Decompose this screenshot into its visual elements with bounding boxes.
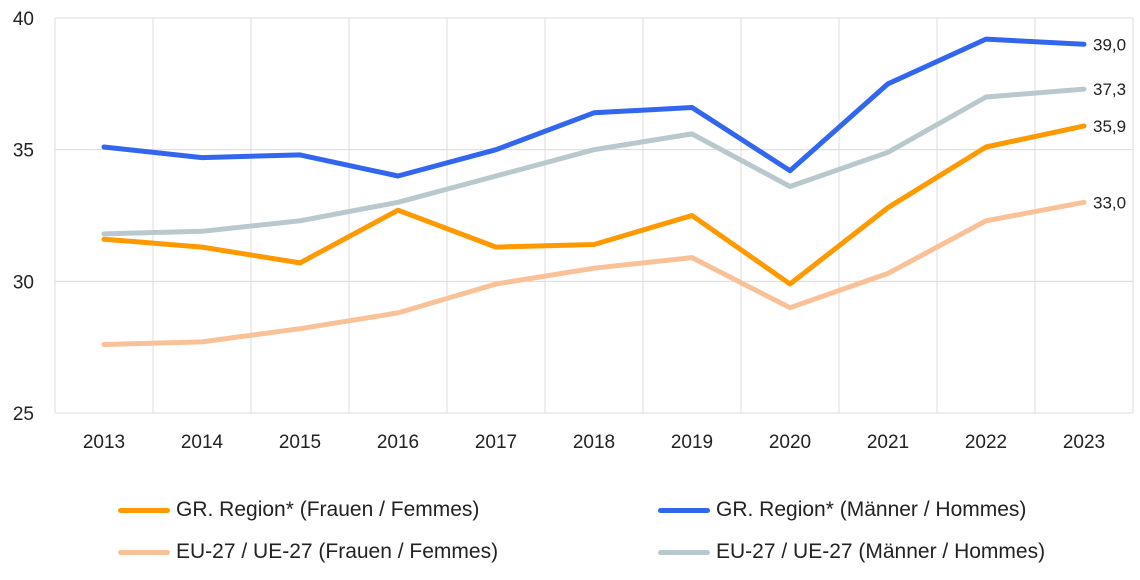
series-line-1 [101,36,1087,179]
y-axis-ticks: 25 30 35 40 [13,9,34,425]
x-tick-label: 2017 [475,432,517,453]
legend-swatch-eu-frauen [118,549,170,555]
x-tick-label: 2020 [769,432,811,453]
legend-item-gr-maenner: GR. Region* (Männer / Hommes) [658,490,1026,530]
legend-item-eu-maenner: EU-27 / UE-27 (Männer / Hommes) [658,532,1045,572]
x-axis-ticks: 2013 2014 2015 2016 2017 2018 2019 2020 2021 2022… [83,432,1105,453]
y-tick-label: 30 [13,272,34,293]
y-tick-label: 40 [13,9,34,30]
x-tick-label: 2019 [671,432,713,453]
end-label-2: 33,0 [1093,193,1126,212]
series-line-0 [101,123,1087,287]
legend-swatch-eu-maenner [658,549,710,555]
legend: GR. Region* (Frauen / Femmes) GR. Region… [0,488,1140,578]
x-tick-label: 2014 [181,432,224,453]
x-tick-label: 2016 [377,432,419,453]
series-lines [101,36,1087,347]
end-label-1: 39,0 [1093,35,1126,54]
y-tick-label: 35 [13,141,34,162]
legend-label-gr-maenner: GR. Region* (Männer / Hommes) [716,498,1027,521]
end-labels: 35,9 39,0 33,0 37,3 [1093,35,1126,212]
grid-lines [54,17,1134,414]
x-tick-label: 2022 [965,432,1007,453]
legend-label-eu-maenner: EU-27 / UE-27 (Männer / Hommes) [716,540,1046,563]
x-tick-label: 2023 [1063,432,1105,453]
x-tick-label: 2021 [867,432,909,453]
x-tick-label: 2015 [279,432,321,453]
series-line-2 [101,199,1087,347]
x-tick-label: 2018 [573,432,615,453]
end-label-0: 35,9 [1093,117,1126,136]
line-chart: 25 30 35 40 2013 2014 2015 2016 2017 2018 2019 202… [13,9,1134,453]
legend-label-eu-frauen: EU-27 / UE-27 (Frauen / Femmes) [176,540,499,563]
legend-swatch-gr-frauen [118,507,170,513]
end-label-3: 37,3 [1093,80,1126,99]
legend-label-gr-frauen: GR. Region* (Frauen / Femmes) [176,498,480,521]
legend-item-eu-frauen: EU-27 / UE-27 (Frauen / Femmes) [118,532,498,572]
series-line-3 [101,86,1087,237]
legend-swatch-gr-maenner [658,507,710,513]
y-tick-label: 25 [13,404,34,425]
legend-item-gr-frauen: GR. Region* (Frauen / Femmes) [118,490,479,530]
x-tick-label: 2013 [83,432,125,453]
